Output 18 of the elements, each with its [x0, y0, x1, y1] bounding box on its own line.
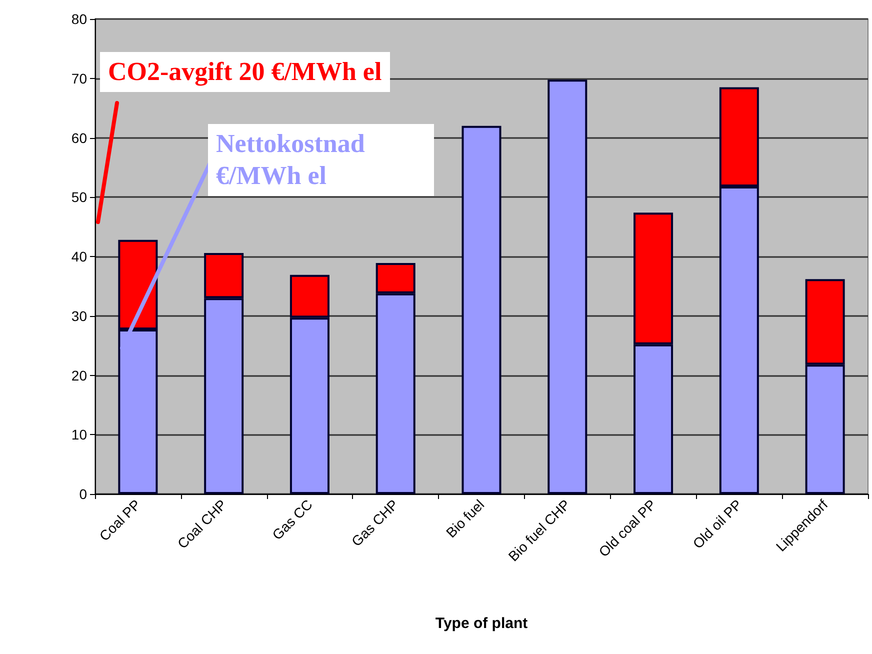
x-tick-label: Old oil PP [690, 496, 745, 552]
x-tick-label: Gas CC [268, 496, 316, 543]
x-tick-label: Bio fuel [442, 496, 488, 541]
y-tick-label: 70 [71, 70, 88, 86]
y-tick-label: 60 [71, 130, 88, 146]
x-axis-title: Type of plant [435, 615, 528, 632]
y-tick-label: 10 [71, 426, 88, 443]
bar [462, 126, 502, 494]
y-tick-label: 40 [71, 248, 88, 264]
y-tick-label: 0 [79, 486, 88, 502]
y-tick-label: 30 [71, 308, 88, 324]
y-tick-label: 20 [71, 367, 88, 384]
text: Nettokostnad €/MWh el [208, 124, 434, 196]
y-tick-label: 50 [71, 189, 88, 206]
text: CO2-avgift 20 €/MWh el [100, 52, 390, 92]
bar [548, 80, 588, 494]
x-tick-label: Old coal PP [595, 496, 659, 560]
y-tick-label: 80 [71, 11, 88, 27]
